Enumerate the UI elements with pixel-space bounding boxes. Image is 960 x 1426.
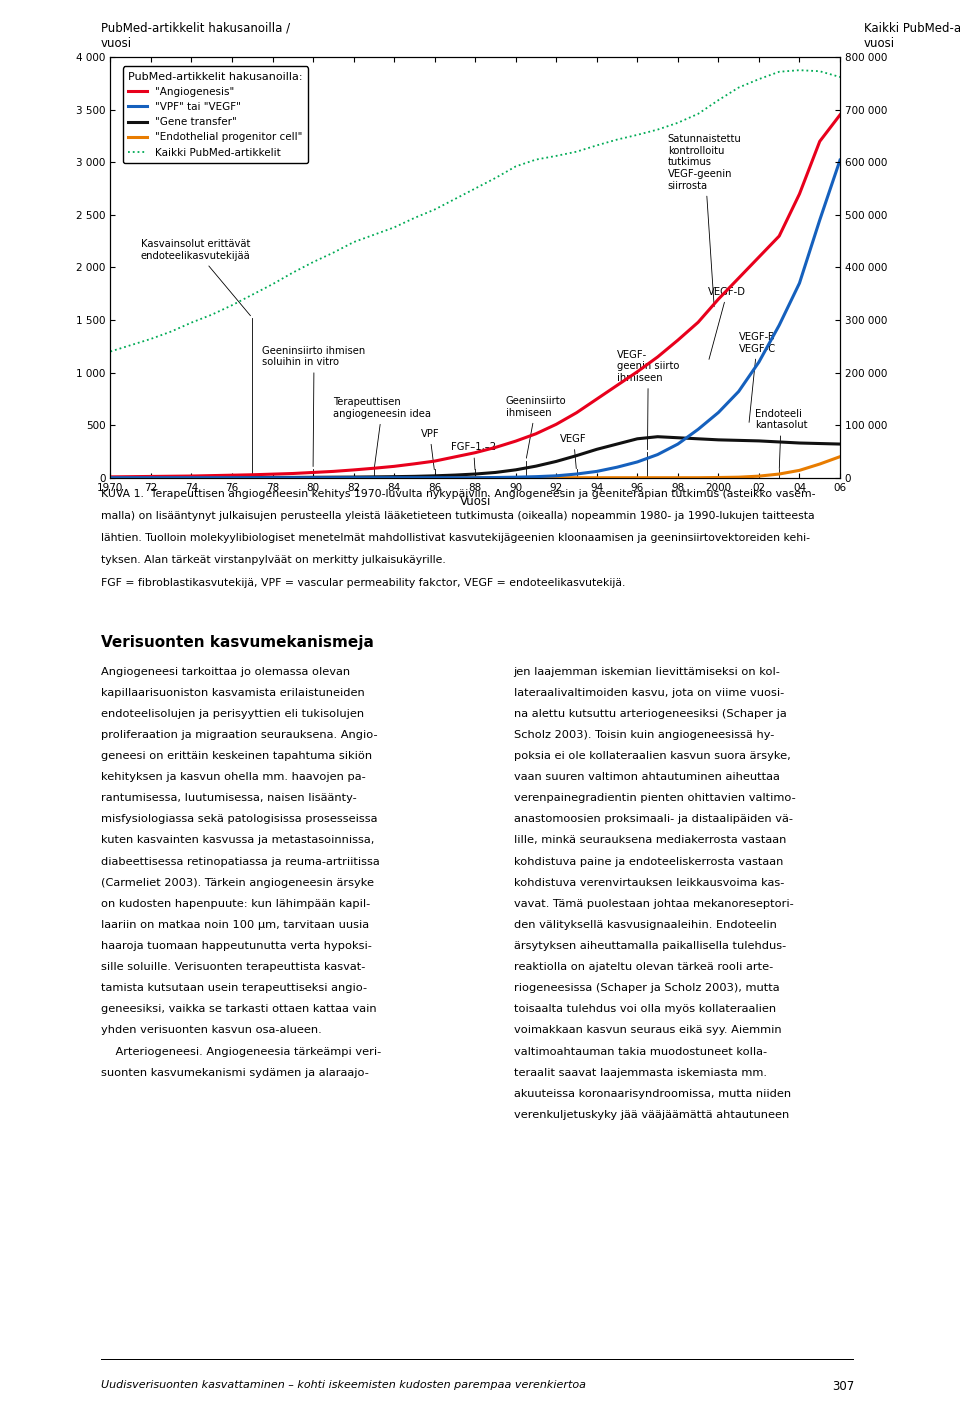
Text: vaan suuren valtimon ahtautuminen aiheuttaa: vaan suuren valtimon ahtautuminen aiheut… <box>514 773 780 783</box>
Text: poksia ei ole kollateraalien kasvun suora ärsyke,: poksia ei ole kollateraalien kasvun suor… <box>514 752 790 761</box>
Text: lille, minkä seurauksena mediakerrosta vastaan: lille, minkä seurauksena mediakerrosta v… <box>514 836 786 846</box>
Text: Arteriogeneesi. Angiogeneesia tärkeämpi veri-: Arteriogeneesi. Angiogeneesia tärkeämpi … <box>101 1047 381 1057</box>
Text: den välityksellä kasvusignaaleihin. Endoteelin: den välityksellä kasvusignaaleihin. Endo… <box>514 920 777 930</box>
Text: riogeneesissa (Schaper ja Scholz 2003), mutta: riogeneesissa (Schaper ja Scholz 2003), … <box>514 984 780 994</box>
Text: anastomoosien proksimaali- ja distaalipäiden vä-: anastomoosien proksimaali- ja distaalipä… <box>514 814 793 824</box>
Text: teraalit saavat laajemmasta iskemiasta mm.: teraalit saavat laajemmasta iskemiasta m… <box>514 1068 767 1078</box>
Text: Terapeuttisen
angiogeneesin idea: Terapeuttisen angiogeneesin idea <box>333 398 431 469</box>
Text: voimakkaan kasvun seuraus eikä syy. Aiemmin: voimakkaan kasvun seuraus eikä syy. Aiem… <box>514 1025 781 1035</box>
Text: (Carmeliet 2003). Tärkein angiogeneesin ärsyke: (Carmeliet 2003). Tärkein angiogeneesin … <box>101 878 373 888</box>
Text: verenpainegradientin pienten ohittavien valtimo-: verenpainegradientin pienten ohittavien … <box>514 793 795 803</box>
Text: 307: 307 <box>832 1380 854 1393</box>
Text: Endoteeli
kantasolut: Endoteeli kantasolut <box>755 409 807 469</box>
Text: on kudosten hapenpuute: kun lähimpään kapil-: on kudosten hapenpuute: kun lähimpään ka… <box>101 898 370 908</box>
Text: kapillaarisuoniston kasvamista erilaistuneiden: kapillaarisuoniston kasvamista erilaistu… <box>101 687 365 697</box>
Text: malla) on lisääntynyt julkaisujen perusteella yleistä lääketieteen tutkimusta (o: malla) on lisääntynyt julkaisujen perust… <box>101 511 814 522</box>
Text: haaroja tuomaan happeutunutta verta hypoksi-: haaroja tuomaan happeutunutta verta hypo… <box>101 941 372 951</box>
Text: Kasvainsolut erittävät
endoteelikasvutekijää: Kasvainsolut erittävät endoteelikasvutek… <box>141 240 251 315</box>
Legend: "Angiogenesis", "VPF" tai "VEGF", "Gene transfer", "Endothelial progenitor cell": "Angiogenesis", "VPF" tai "VEGF", "Gene … <box>123 67 308 163</box>
Text: endoteelisolujen ja perisyyttien eli tukisolujen: endoteelisolujen ja perisyyttien eli tuk… <box>101 709 364 719</box>
Text: VPF: VPF <box>420 429 439 469</box>
Text: suonten kasvumekanismi sydämen ja alaraajo-: suonten kasvumekanismi sydämen ja alaraa… <box>101 1068 369 1078</box>
Text: kohdistuva paine ja endoteeliskerrosta vastaan: kohdistuva paine ja endoteeliskerrosta v… <box>514 857 783 867</box>
Text: FGF = fibroblastikasvutekijä, VPF = vascular permeability fakctor, VEGF = endote: FGF = fibroblastikasvutekijä, VPF = vasc… <box>101 578 625 588</box>
Text: lateraalivaltimoiden kasvu, jota on viime vuosi-: lateraalivaltimoiden kasvu, jota on viim… <box>514 687 784 697</box>
Text: Angiogeneesi tarkoittaa jo olemassa olevan: Angiogeneesi tarkoittaa jo olemassa olev… <box>101 667 350 677</box>
X-axis label: Vuosi: Vuosi <box>460 495 491 508</box>
Text: yhden verisuonten kasvun osa-alueen.: yhden verisuonten kasvun osa-alueen. <box>101 1025 322 1035</box>
Text: jen laajemman iskemian lievittämiseksi on kol-: jen laajemman iskemian lievittämiseksi o… <box>514 667 780 677</box>
Text: valtimoahtauman takia muodostuneet kolla-: valtimoahtauman takia muodostuneet kolla… <box>514 1047 767 1057</box>
Text: Satunnaistettu
kontrolloitu
tutkimus
VEGF-geenin
siirrosta: Satunnaistettu kontrolloitu tutkimus VEG… <box>668 134 741 307</box>
Text: Geeninsiirto ihmisen
soluihin in vitro: Geeninsiirto ihmisen soluihin in vitro <box>262 345 366 466</box>
Text: geneesi on erittäin keskeinen tapahtuma sikiön: geneesi on erittäin keskeinen tapahtuma … <box>101 752 372 761</box>
Text: KUVA 1.  Terapeuttisen angiogeneesin kehitys 1970-luvulta nykypäiviin. Angiogene: KUVA 1. Terapeuttisen angiogeneesin kehi… <box>101 489 815 499</box>
Text: na alettu kutsuttu arteriogeneesiksi (Schaper ja: na alettu kutsuttu arteriogeneesiksi (Sc… <box>514 709 786 719</box>
Text: misfysiologiassa sekä patologisissa prosesseissa: misfysiologiassa sekä patologisissa pros… <box>101 814 377 824</box>
Text: reaktiolla on ajateltu olevan tärkeä rooli arte-: reaktiolla on ajateltu olevan tärkeä roo… <box>514 963 773 973</box>
Text: geneesiksi, vaikka se tarkasti ottaen kattaa vain: geneesiksi, vaikka se tarkasti ottaen ka… <box>101 1004 376 1014</box>
Text: ärsytyksen aiheuttamalla paikallisella tulehdus-: ärsytyksen aiheuttamalla paikallisella t… <box>514 941 786 951</box>
Text: Kaikki PubMed-artikkelit /
vuosi: Kaikki PubMed-artikkelit / vuosi <box>864 21 960 50</box>
Text: VEGF-
geenin siirto
ihmiseen: VEGF- geenin siirto ihmiseen <box>617 349 680 449</box>
Text: Uudisverisuonten kasvattaminen – kohti iskeemisten kudosten parempaa verenkierto: Uudisverisuonten kasvattaminen – kohti i… <box>101 1380 586 1390</box>
Text: Scholz 2003). Toisin kuin angiogeneesissä hy-: Scholz 2003). Toisin kuin angiogeneesiss… <box>514 730 774 740</box>
Text: lähtien. Tuolloin molekyylibiologiset menetelmät mahdollistivat kasvutekijägeeni: lähtien. Tuolloin molekyylibiologiset me… <box>101 533 810 543</box>
Text: proliferaation ja migraation seurauksena. Angio-: proliferaation ja migraation seurauksena… <box>101 730 377 740</box>
Text: Verisuonten kasvumekanismeja: Verisuonten kasvumekanismeja <box>101 636 373 650</box>
Text: tamista kutsutaan usein terapeuttiseksi angio-: tamista kutsutaan usein terapeuttiseksi … <box>101 984 367 994</box>
Text: sille soluille. Verisuonten terapeuttista kasvat-: sille soluille. Verisuonten terapeuttist… <box>101 963 365 973</box>
Text: laariin on matkaa noin 100 μm, tarvitaan uusia: laariin on matkaa noin 100 μm, tarvitaan… <box>101 920 369 930</box>
Text: verenkuljetuskyky jää vääjäämättä ahtautuneen: verenkuljetuskyky jää vääjäämättä ahtaut… <box>514 1109 789 1119</box>
Text: kuten kasvainten kasvussa ja metastasoinnissa,: kuten kasvainten kasvussa ja metastasoin… <box>101 836 374 846</box>
Text: toisaalta tulehdus voi olla myös kollateraalien: toisaalta tulehdus voi olla myös kollate… <box>514 1004 776 1014</box>
Text: VEGF-D: VEGF-D <box>708 287 746 359</box>
Text: kohdistuva verenvirtauksen leikkausvoima kas-: kohdistuva verenvirtauksen leikkausvoima… <box>514 878 784 888</box>
Text: VEGF-B
VEGF-C: VEGF-B VEGF-C <box>738 332 776 422</box>
Text: FGF–1,–2: FGF–1,–2 <box>451 442 496 469</box>
Text: diabeettisessa retinopatiassa ja reuma-artriitissa: diabeettisessa retinopatiassa ja reuma-a… <box>101 857 379 867</box>
Text: vavat. Tämä puolestaan johtaa mekanoreseptori-: vavat. Tämä puolestaan johtaa mekanorese… <box>514 898 793 908</box>
Text: Geeninsiirto
ihmiseen: Geeninsiirto ihmiseen <box>506 396 566 458</box>
Text: VEGF: VEGF <box>561 434 587 469</box>
Text: kehityksen ja kasvun ohella mm. haavojen pa-: kehityksen ja kasvun ohella mm. haavojen… <box>101 773 366 783</box>
Text: rantumisessa, luutumisessa, naisen lisäänty-: rantumisessa, luutumisessa, naisen lisää… <box>101 793 356 803</box>
Text: PubMed-artikkelit hakusanoilla /
vuosi: PubMed-artikkelit hakusanoilla / vuosi <box>101 21 290 50</box>
Text: akuuteissa koronaarisyndroomissa, mutta niiden: akuuteissa koronaarisyndroomissa, mutta … <box>514 1089 791 1099</box>
Text: tyksen. Alan tärkeät virstanpylväät on merkitty julkaisukäyrille.: tyksen. Alan tärkeät virstanpylväät on m… <box>101 555 445 566</box>
